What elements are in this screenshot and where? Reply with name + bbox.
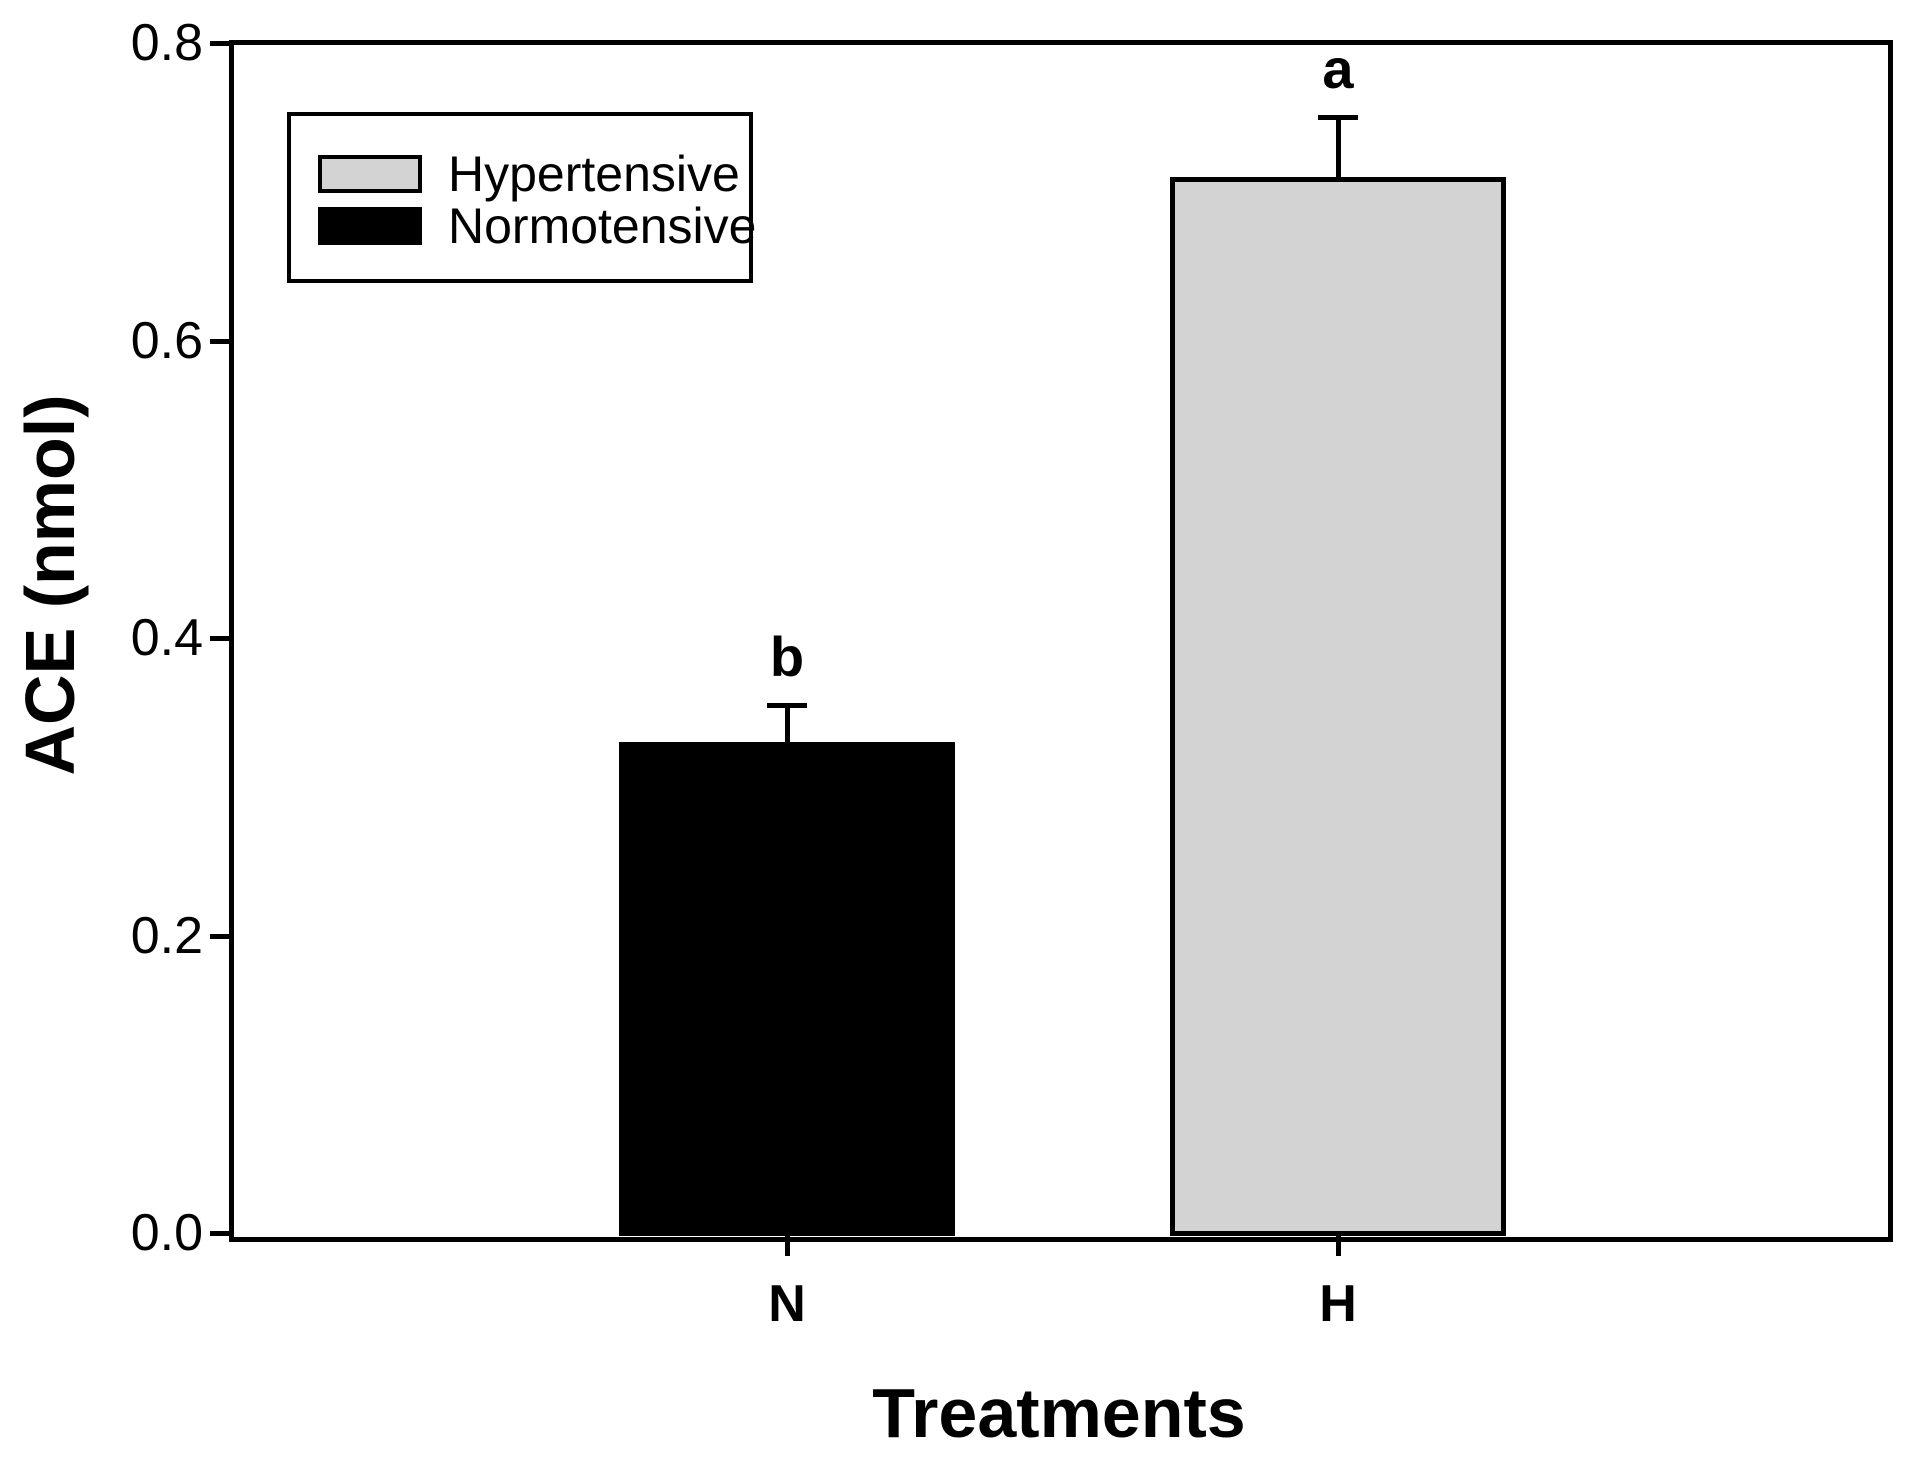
bar-hypertensive [1170, 176, 1506, 1236]
error-bar-cap-H [1318, 115, 1358, 121]
y-axis-tick [210, 338, 231, 344]
legend-swatch-normotensive [318, 207, 422, 245]
significance-letter-N: b [769, 624, 805, 688]
y-axis-tick [210, 41, 231, 46]
y-axis-tick-label: 0.6 [130, 311, 203, 370]
error-bar-line-H [1336, 117, 1341, 177]
x-axis-tick [785, 1236, 790, 1256]
x-axis-tick [1336, 1236, 1341, 1256]
legend-item-normotensive: Normotensive [318, 198, 757, 254]
significance-letter-H: a [1322, 37, 1354, 101]
y-axis-tick-label: 0.4 [130, 609, 203, 667]
plot-area [229, 40, 1893, 1242]
x-axis-title: Treatments [872, 1374, 1246, 1452]
x-axis-tick-label: N [768, 1275, 806, 1333]
y-axis-tick-label: 0.0 [130, 1204, 203, 1262]
y-axis-tick-label: 0.8 [130, 14, 203, 72]
error-bar-line-N [785, 704, 790, 743]
y-axis-tick [210, 636, 231, 641]
legend: Hypertensive Normotensive [287, 112, 757, 283]
y-axis-title: ACE (nmol) [11, 394, 89, 776]
x-axis-tick-label: H [1319, 1275, 1357, 1333]
legend-label-hypertensive: Hypertensive [448, 146, 740, 202]
bar-normotensive [619, 742, 955, 1236]
error-bar-cap-N [767, 702, 807, 708]
legend-item-hypertensive: Hypertensive [318, 146, 740, 202]
y-axis-tick [210, 933, 231, 939]
legend-swatch-hypertensive [318, 155, 422, 193]
legend-label-normotensive: Normotensive [448, 198, 757, 254]
y-axis-tick [210, 1231, 231, 1236]
y-axis-tick-label: 0.2 [130, 906, 203, 965]
